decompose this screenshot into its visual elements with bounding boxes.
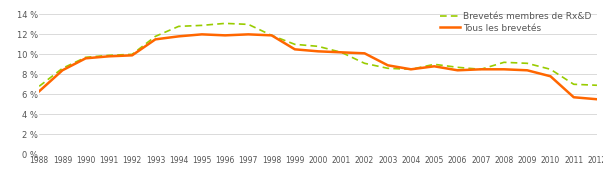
Legend: Brevetés membres de Rx&D, Tous les brevetés: Brevetés membres de Rx&D, Tous les breve…: [439, 11, 593, 33]
